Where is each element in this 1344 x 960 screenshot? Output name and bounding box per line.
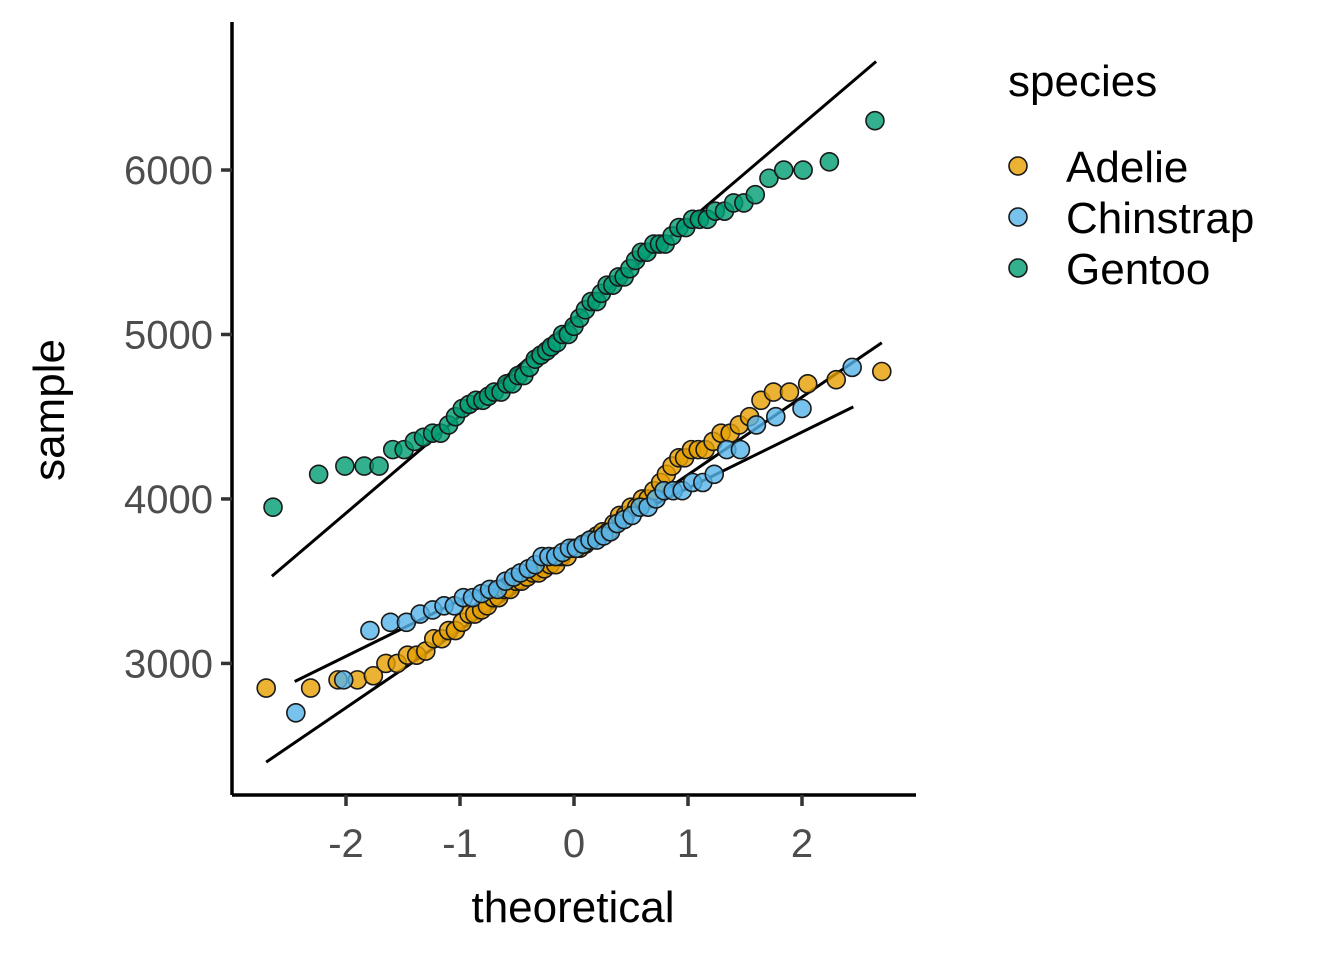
data-point <box>819 151 840 172</box>
data-point <box>360 620 380 641</box>
legend-item-adelie: Adelie <box>1008 143 1188 192</box>
x-tick-label: 0 <box>563 822 585 866</box>
y-axis-ticks: 3000 4000 5000 6000 <box>124 149 232 686</box>
series-gentoo <box>263 110 885 517</box>
data-point <box>797 374 818 394</box>
y-tick-label: 4000 <box>124 478 213 522</box>
data-point <box>842 357 862 378</box>
data-point <box>826 369 847 390</box>
legend-label: Adelie <box>1066 143 1188 192</box>
data-points <box>256 110 892 723</box>
data-point <box>765 406 786 427</box>
legend-item-gentoo: Gentoo <box>1008 245 1210 294</box>
legend-title: species <box>1008 57 1157 106</box>
legend-label: Chinstrap <box>1066 194 1254 243</box>
legend-swatch <box>1008 156 1028 176</box>
y-tick-label: 6000 <box>124 149 213 193</box>
x-tick-label: -1 <box>442 822 478 866</box>
x-axis-title: theoretical <box>471 883 674 932</box>
x-tick-label: -2 <box>328 822 364 866</box>
data-point <box>256 678 277 698</box>
data-point <box>793 160 813 180</box>
x-axis-ticks: -2 -1 0 1 2 <box>328 795 813 866</box>
y-tick-label: 3000 <box>124 642 213 686</box>
data-point <box>369 456 389 476</box>
y-tick-label: 5000 <box>124 313 213 357</box>
legend-swatch <box>1008 207 1028 227</box>
data-point <box>704 464 725 485</box>
y-axis-title: sample <box>25 339 74 481</box>
data-point <box>773 160 794 180</box>
legend-swatch <box>1008 258 1028 278</box>
data-point <box>335 456 355 476</box>
legend-label: Gentoo <box>1066 245 1210 294</box>
data-point <box>759 168 779 189</box>
data-point <box>308 464 329 485</box>
data-point <box>263 497 283 517</box>
data-point <box>792 398 812 419</box>
data-point <box>730 439 751 460</box>
data-point <box>286 702 306 723</box>
x-tick-label: 2 <box>791 822 813 866</box>
data-point <box>779 382 800 402</box>
plot-area <box>256 60 892 764</box>
series-chinstrap <box>286 357 862 723</box>
data-point <box>333 670 354 690</box>
data-point <box>300 678 321 698</box>
data-point <box>871 361 892 382</box>
legend-item-chinstrap: Chinstrap <box>1008 194 1254 243</box>
data-point <box>363 665 384 686</box>
data-point <box>745 184 766 205</box>
x-tick-label: 1 <box>677 822 699 866</box>
data-point <box>865 110 885 131</box>
data-point <box>746 415 767 435</box>
